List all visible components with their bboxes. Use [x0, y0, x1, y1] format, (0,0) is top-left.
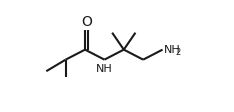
Text: O: O [81, 15, 92, 29]
Text: 2: 2 [175, 48, 180, 57]
Text: NH: NH [164, 45, 181, 55]
Text: NH: NH [96, 64, 113, 74]
